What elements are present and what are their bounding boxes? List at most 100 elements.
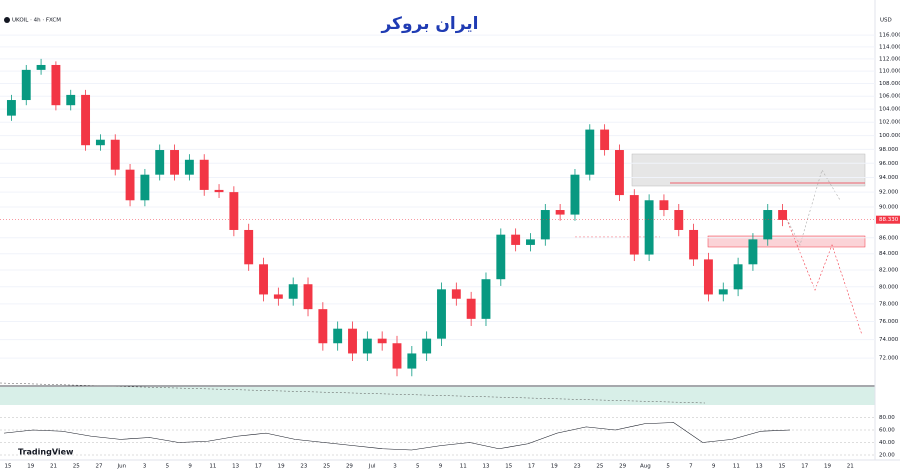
candle-body: [629, 195, 639, 255]
symbol: UKOIL · 4h · FXCM: [12, 18, 61, 24]
x-tick-label: 13: [232, 464, 239, 470]
last-price-tag: [876, 215, 900, 224]
candle-body: [407, 353, 417, 369]
x-tick-label: Aug: [640, 464, 651, 470]
candle-body: [214, 189, 224, 193]
candle-body: [689, 229, 699, 260]
x-tick-label: 7: [689, 464, 693, 470]
candle-body: [422, 338, 432, 354]
candle-body: [496, 234, 506, 280]
x-tick-label: 19: [27, 464, 34, 470]
x-tick-label: 21: [50, 464, 57, 470]
x-tick-label: 25: [596, 464, 603, 470]
trend-line: [0, 382, 706, 404]
y-tick-label: 76.000: [879, 319, 899, 325]
x-tick-label: 29: [346, 464, 353, 470]
x-tick-label: 5: [666, 464, 670, 470]
candle-body: [718, 289, 728, 295]
x-tick-label: 13: [756, 464, 763, 470]
candle-body: [733, 264, 743, 290]
candle-body: [66, 94, 76, 106]
candle-body: [184, 159, 194, 175]
x-tick-label: 11: [460, 464, 467, 470]
y-tick-label: 84.000: [879, 251, 899, 257]
currency: USD: [880, 18, 892, 24]
candle-body: [763, 210, 773, 240]
x-tick-label: 5: [416, 464, 420, 470]
y-tick-label: 94.000: [879, 175, 899, 181]
x-tick-label: 17: [801, 464, 808, 470]
x-tick-label: 15: [5, 464, 12, 470]
osc-tick-label: 80.00: [879, 415, 895, 421]
oscillator-line: [3, 422, 791, 451]
candle-body: [21, 69, 31, 101]
y-tick-label: 78.000: [879, 301, 899, 307]
projection-down: [784, 214, 863, 336]
candle-body: [570, 174, 580, 215]
candle-body: [95, 139, 105, 146]
candle-body: [600, 129, 610, 151]
osc-tick-label: 20.00: [879, 453, 895, 459]
x-tick-label: 3: [393, 464, 397, 470]
x-tick-label: 25: [323, 464, 330, 470]
candle-body: [526, 239, 535, 245]
candle-body: [125, 169, 135, 201]
candle-body: [778, 210, 788, 220]
x-tick-label: 27: [96, 464, 103, 470]
candle-body: [170, 150, 179, 175]
candle-body: [229, 192, 239, 230]
y-tick-label: 92.000: [879, 190, 899, 196]
x-tick-label: 15: [778, 464, 785, 470]
x-tick-label: 23: [574, 464, 581, 470]
candle-body: [615, 150, 624, 196]
x-tick-label: 25: [73, 464, 80, 470]
y-tick-label: 98.000: [879, 147, 899, 153]
x-tick-label: 19: [278, 464, 285, 470]
x-tick-label: 13: [483, 464, 490, 470]
candle-body: [333, 328, 343, 344]
y-tick-label: 116.000: [879, 33, 900, 39]
candle-body: [748, 239, 758, 265]
candle-body: [199, 159, 209, 190]
osc-tick-label: 60.00: [879, 428, 895, 434]
candle-body: [6, 100, 16, 116]
candle-body: [451, 289, 461, 299]
platform: TradingView: [18, 448, 74, 457]
x-tick-label: 29: [619, 464, 626, 470]
y-tick-label: 72.000: [879, 356, 899, 362]
x-tick-label: 19: [551, 464, 558, 470]
x-tick-label: Jul: [368, 464, 376, 470]
x-tick-label: 5: [166, 464, 170, 470]
osc-tick-label: 40.00: [879, 440, 895, 446]
candle-body: [273, 294, 283, 299]
brand: ایران بروکر: [380, 14, 478, 34]
x-tick-label: Jun: [117, 464, 127, 470]
y-tick-label: 112.000: [879, 56, 900, 62]
y-tick-label: 90.000: [879, 205, 899, 211]
y-tick-label: 114.000: [879, 44, 900, 50]
x-tick-label: 3: [143, 464, 147, 470]
symbol-icon: [4, 17, 10, 23]
candle-body: [585, 129, 595, 175]
candle-body: [81, 94, 91, 146]
support-zone: [707, 235, 866, 248]
candle-body: [466, 298, 476, 319]
x-tick-label: 9: [439, 464, 443, 470]
last-price-label: 88.330: [879, 217, 899, 223]
x-tick-label: 11: [733, 464, 740, 470]
y-tick-label: 106.000: [879, 94, 900, 100]
candle-body: [362, 338, 372, 354]
resistance-zone: [631, 153, 866, 187]
candle-body: [303, 284, 313, 310]
candle-body: [392, 343, 402, 369]
candle-body: [377, 338, 387, 344]
candle-body: [555, 210, 565, 215]
candle-body: [674, 210, 684, 230]
y-tick-label: 74.000: [879, 337, 899, 343]
x-tick-label: 23: [300, 464, 307, 470]
x-tick-label: 17: [255, 464, 262, 470]
candle-body: [288, 284, 298, 299]
candle-body: [703, 259, 713, 295]
candle-body: [36, 64, 46, 70]
candle-body: [511, 234, 521, 245]
